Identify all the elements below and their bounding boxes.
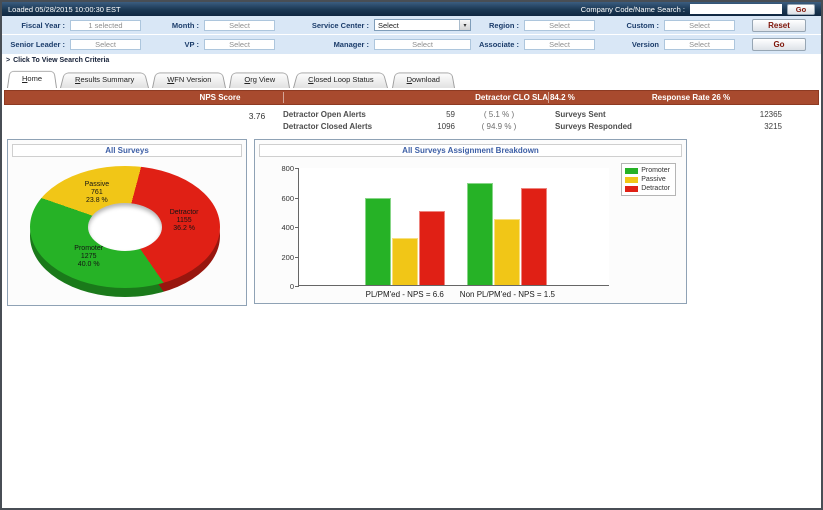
region-label: Region : — [489, 20, 519, 30]
bar-promoter-0 — [364, 197, 391, 285]
loaded-timestamp: Loaded 05/28/2015 10:00:30 EST — [8, 4, 121, 14]
associate-select[interactable]: Select — [524, 38, 595, 50]
detractor-open-alerts-label: Detractor Open Alerts — [283, 110, 366, 119]
detractor-closed-alerts-label: Detractor Closed Alerts — [283, 122, 373, 131]
month-select[interactable]: Select — [204, 19, 275, 31]
tab-closed-loop-status[interactable]: Closed Loop Status — [293, 71, 388, 88]
assignment-breakdown-title: All Surveys Assignment Breakdown — [259, 144, 682, 157]
dropdown-arrow-icon[interactable]: ▾ — [459, 20, 470, 30]
tab-download[interactable]: Download — [392, 71, 455, 88]
company-search-group: Company Code/Name Search : Go — [580, 3, 815, 15]
detractor-clo-sla-header: Detractor CLO SLA 84.2 % — [475, 93, 575, 102]
legend-item-detractor: Detractor — [625, 184, 670, 193]
banner-divider — [548, 92, 549, 103]
tab-home[interactable]: Home — [7, 69, 57, 88]
y-axis-tick-mark — [295, 256, 299, 258]
y-axis-tick-mark — [295, 286, 299, 287]
assignment-breakdown-panel: All Surveys Assignment Breakdown 0 200 400… — [254, 139, 687, 304]
fiscal-year-label: Fiscal Year : — [21, 20, 65, 30]
senior-leader-label: Senior Leader : — [10, 39, 65, 49]
surveys-sent-label: Surveys Sent — [555, 110, 606, 119]
reset-button[interactable]: Reset — [752, 18, 806, 32]
legend-label: Promoter — [641, 167, 670, 174]
filter-row-2: Senior Leader : Select VP : Select Manag… — [2, 35, 821, 53]
company-search-go-button[interactable]: Go — [787, 3, 815, 15]
legend-label: Passive — [641, 176, 666, 183]
y-axis-tick-label: 600 — [281, 193, 294, 203]
detractor-open-alerts-pct: ( 5.1 % ) — [483, 110, 515, 119]
filter-row-1: Fiscal Year : 1 selected Month : Select … — [2, 16, 821, 35]
legend-item-passive: Passive — [625, 175, 670, 184]
fiscal-year-select[interactable]: 1 selected — [70, 19, 141, 31]
category-label-1: Non PL/PM'ed - NPS = 1.5 — [459, 290, 555, 299]
detractor-closed-alerts-pct: ( 94.9 % ) — [481, 122, 517, 131]
version-select[interactable]: Select — [664, 38, 735, 50]
detractor-closed-alerts-value: 1096 — [437, 122, 455, 131]
company-search-label: Company Code/Name Search : — [580, 4, 685, 14]
y-axis-tick-label: 0 — [289, 282, 294, 291]
vp-select[interactable]: Select — [204, 38, 275, 50]
y-axis-tick-label: 200 — [281, 252, 294, 262]
bar-detractor-1 — [521, 187, 548, 285]
senior-leader-select[interactable]: Select — [70, 38, 141, 50]
tab-bar: Home Results Summary WFN Version Org Vie… — [2, 68, 821, 88]
manager-label: Manager : — [333, 39, 369, 49]
assignment-breakdown-bar-chart: 0 200 400 600 800 PL/PM'ed - NPS = 6.6 Non PL/… — [281, 164, 609, 299]
region-select[interactable]: Select — [524, 19, 595, 31]
legend-label: Detractor — [641, 185, 670, 192]
y-axis-tick-mark — [295, 168, 299, 169]
service-center-select[interactable]: Select ▾ — [374, 19, 471, 31]
donut-hole — [88, 203, 162, 251]
legend-swatch-icon — [625, 167, 639, 174]
donut-labels: Detractor 1155 36.2 % Promoter 1275 40.0 % Pas… — [30, 166, 220, 297]
donut-slice-label-passive: Passive 761 23.8 % — [84, 181, 110, 205]
all-surveys-donut-chart: Detractor 1155 36.2 % Promoter 1275 40.0 % Pas… — [30, 166, 220, 297]
custom-select[interactable]: Select — [664, 19, 735, 31]
detractor-open-alerts-value: 59 — [446, 110, 455, 119]
kpi-stats: 3.76 Detractor Open Alerts 59 ( 5.1 % ) … — [2, 105, 821, 139]
bar-detractor-0 — [418, 211, 445, 285]
surveys-responded-label: Surveys Responded — [555, 122, 632, 131]
y-axis-tick-mark — [295, 197, 299, 199]
filter-panel: Fiscal Year : 1 selected Month : Select … — [2, 16, 821, 54]
chart-legend: Promoter Passive Detractor — [621, 163, 676, 196]
company-search-input[interactable] — [690, 4, 782, 14]
legend-item-promoter: Promoter — [625, 166, 670, 175]
y-axis-tick-mark — [295, 227, 299, 228]
legend-swatch-icon — [625, 176, 639, 183]
bar-passive-1 — [494, 219, 521, 285]
donut-slice-label-promoter: Promoter 1275 40.0 % — [74, 245, 104, 269]
surveys-sent-value: 12365 — [759, 110, 782, 119]
vp-label: VP : — [184, 39, 199, 49]
all-surveys-title: All Surveys — [12, 144, 242, 157]
y-axis-tick-label: 800 — [281, 164, 294, 173]
response-rate-header: Response Rate 26 % — [651, 93, 731, 102]
custom-label: Custom : — [626, 20, 660, 30]
search-criteria-toggle[interactable]: > Click To View Search Criteria — [2, 54, 821, 67]
filter-go-button[interactable]: Go — [752, 37, 806, 51]
y-axis-tick-label: 400 — [281, 223, 294, 232]
banner-divider — [283, 92, 284, 103]
tab-org-view[interactable]: Org View — [229, 71, 290, 88]
chevron-right-icon: > — [6, 57, 11, 64]
top-bar: Loaded 05/28/2015 10:00:30 EST Company C… — [2, 2, 821, 16]
tab-results-summary[interactable]: Results Summary — [60, 71, 149, 88]
category-label-0: PL/PM'ed - NPS = 6.6 — [365, 290, 444, 299]
associate-label: Associate : — [478, 39, 519, 49]
manager-select[interactable]: Select — [374, 38, 471, 50]
tab-wfn-version[interactable]: WFN Version — [152, 71, 226, 88]
nps-score-value: 3.76 — [248, 111, 266, 121]
bar-passive-0 — [391, 237, 418, 285]
month-label: Month : — [171, 20, 199, 30]
all-surveys-panel: All Surveys Detractor 1155 36.2 % Promoter 1… — [7, 139, 247, 306]
service-center-label: Service Center : — [311, 20, 369, 30]
legend-swatch-icon — [625, 185, 639, 192]
version-label: Version — [631, 39, 659, 49]
bar-promoter-1 — [467, 183, 494, 285]
nps-score-header: NPS Score — [199, 93, 241, 102]
donut-slice-label-detractor: Detractor 1155 36.2 % — [169, 208, 199, 232]
surveys-responded-value: 3215 — [764, 122, 782, 131]
kpi-banner: NPS Score Detractor CLO SLA 84.2 % Respo… — [4, 90, 819, 105]
